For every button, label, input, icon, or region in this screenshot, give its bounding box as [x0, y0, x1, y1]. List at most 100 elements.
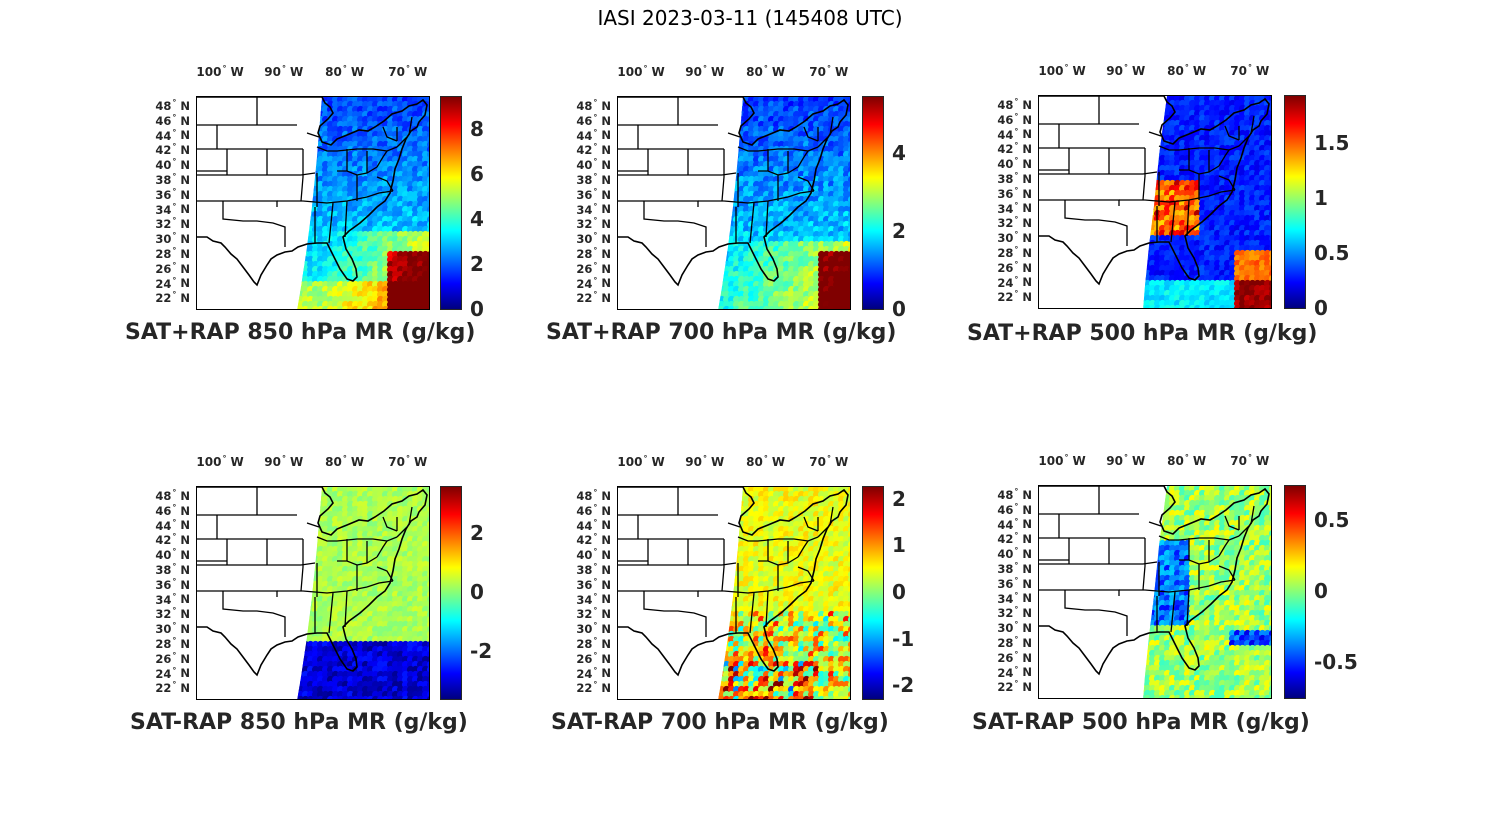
lon-tick-label: 100° W: [617, 454, 665, 469]
colorbar-5: [862, 486, 884, 700]
lat-tick-label: 48° N: [155, 98, 190, 113]
lat-tick-label: 34° N: [997, 200, 1032, 216]
colorbar-2: [862, 96, 884, 310]
lat-tick-label: 38° N: [997, 171, 1032, 186]
lat-tick-label: 22° N: [576, 290, 611, 306]
map-svg-3: [1039, 96, 1271, 308]
lat-tick-label: 24° N: [576, 275, 611, 291]
colorbar-tick-label: 0: [1314, 579, 1328, 603]
colorbar-tick-label: -2: [470, 639, 493, 664]
map-panel-2: [617, 96, 851, 310]
colorbar-tick-label: 0: [470, 580, 484, 604]
lat-tick-label: 22° N: [997, 289, 1032, 305]
lat-tick-label: 32° N: [155, 216, 190, 232]
lon-tick-label: 70° W: [1230, 453, 1270, 468]
colorbar-tick-label: 2: [892, 486, 906, 511]
lon-tick-label: 90° W: [264, 64, 304, 79]
lat-tick-label: 24° N: [155, 275, 190, 291]
lat-tick-label: 30° N: [155, 231, 190, 247]
us-coastline: [197, 97, 428, 287]
state-borders: [618, 97, 834, 247]
lon-tick-label: 70° W: [809, 454, 849, 469]
lat-tick-label: 30° N: [576, 231, 611, 247]
colorbar-tick-label: 0: [470, 297, 484, 321]
lon-tick-label: 80° W: [1167, 63, 1207, 78]
map-svg-4: [197, 487, 429, 699]
satellite-swath: [297, 97, 429, 309]
lat-tick-label: 32° N: [576, 606, 611, 622]
colorbar-tick-label: 4: [470, 206, 484, 231]
lat-tick-label: 40° N: [997, 156, 1032, 172]
lat-tick-label: 38° N: [576, 172, 611, 187]
panel-label: SAT+RAP 700 hPa MR (g/kg): [546, 320, 897, 345]
lat-tick-label: 44° N: [155, 517, 190, 533]
lat-tick-label: 32° N: [155, 606, 190, 622]
colorbar-1: [440, 96, 462, 310]
lat-tick-label: 34° N: [155, 201, 190, 217]
lon-tick-label: 80° W: [325, 64, 365, 79]
lat-tick-label: 48° N: [155, 488, 190, 503]
lat-tick-label: 22° N: [155, 680, 190, 696]
lon-tick-label: 80° W: [1167, 453, 1207, 468]
colorbar-tick-label: -1: [892, 626, 915, 651]
lat-tick-label: 30° N: [576, 621, 611, 637]
lat-tick-label: 46° N: [997, 111, 1032, 127]
lat-tick-label: 32° N: [997, 215, 1032, 231]
lat-tick-label: 38° N: [155, 172, 190, 187]
colorbar-3: [1284, 95, 1306, 309]
colorbar-tick-label: 1: [1314, 186, 1328, 211]
lat-tick-label: 48° N: [576, 488, 611, 503]
lat-tick-label: 36° N: [576, 186, 611, 202]
lat-tick-label: 26° N: [155, 260, 190, 276]
lat-tick-label: 28° N: [997, 245, 1032, 260]
lat-tick-label: 30° N: [997, 620, 1032, 636]
lat-tick-label: 36° N: [155, 576, 190, 592]
lat-tick-label: 36° N: [997, 575, 1032, 591]
lat-tick-label: 36° N: [155, 186, 190, 202]
lat-tick-label: 36° N: [997, 185, 1032, 201]
lon-tick-label: 100° W: [196, 64, 244, 79]
lat-tick-label: 48° N: [997, 97, 1032, 112]
us-coastline: [1039, 486, 1270, 676]
lat-tick-label: 40° N: [997, 546, 1032, 562]
lat-tick-label: 32° N: [576, 216, 611, 232]
satellite-swath: [718, 487, 850, 699]
lat-tick-label: 40° N: [576, 157, 611, 173]
lat-tick-label: 42° N: [576, 142, 611, 158]
satellite-swath: [718, 97, 850, 309]
lat-tick-label: 46° N: [997, 501, 1032, 517]
lat-tick-label: 48° N: [576, 98, 611, 113]
colorbar-tick-label: 2: [470, 520, 484, 545]
lat-tick-label: 34° N: [155, 591, 190, 607]
lat-tick-label: 28° N: [576, 246, 611, 261]
lon-tick-label: 70° W: [388, 454, 428, 469]
lon-tick-label: 90° W: [685, 454, 725, 469]
lon-tick-label: 70° W: [1230, 63, 1270, 78]
panel-label: SAT-RAP 850 hPa MR (g/kg): [130, 710, 468, 735]
lon-tick-label: 70° W: [388, 64, 428, 79]
lon-tick-label: 90° W: [1106, 63, 1146, 78]
lat-tick-label: 38° N: [155, 562, 190, 577]
map-svg-6: [1039, 486, 1271, 698]
lon-tick-label: 100° W: [1038, 63, 1086, 78]
lat-tick-label: 30° N: [997, 230, 1032, 246]
state-borders: [197, 487, 413, 637]
lat-tick-label: 24° N: [155, 665, 190, 681]
satellite-swath: [297, 487, 429, 699]
state-borders: [1039, 486, 1255, 636]
lat-tick-label: 38° N: [997, 561, 1032, 576]
colorbar-tick-label: 0: [1314, 296, 1328, 320]
figure-title: IASI 2023-03-11 (145408 UTC): [597, 6, 903, 30]
lon-tick-label: 90° W: [685, 64, 725, 79]
lon-tick-label: 100° W: [196, 454, 244, 469]
lat-tick-label: 28° N: [576, 636, 611, 651]
satellite-swath: [1143, 486, 1271, 698]
lat-tick-label: 42° N: [997, 141, 1032, 157]
lon-tick-label: 90° W: [1106, 453, 1146, 468]
satellite-swath: [1143, 96, 1271, 308]
map-svg-5: [618, 487, 850, 699]
lat-tick-label: 44° N: [576, 517, 611, 533]
lat-tick-label: 36° N: [576, 576, 611, 592]
lat-tick-label: 26° N: [576, 260, 611, 276]
lat-tick-label: 44° N: [997, 126, 1032, 142]
